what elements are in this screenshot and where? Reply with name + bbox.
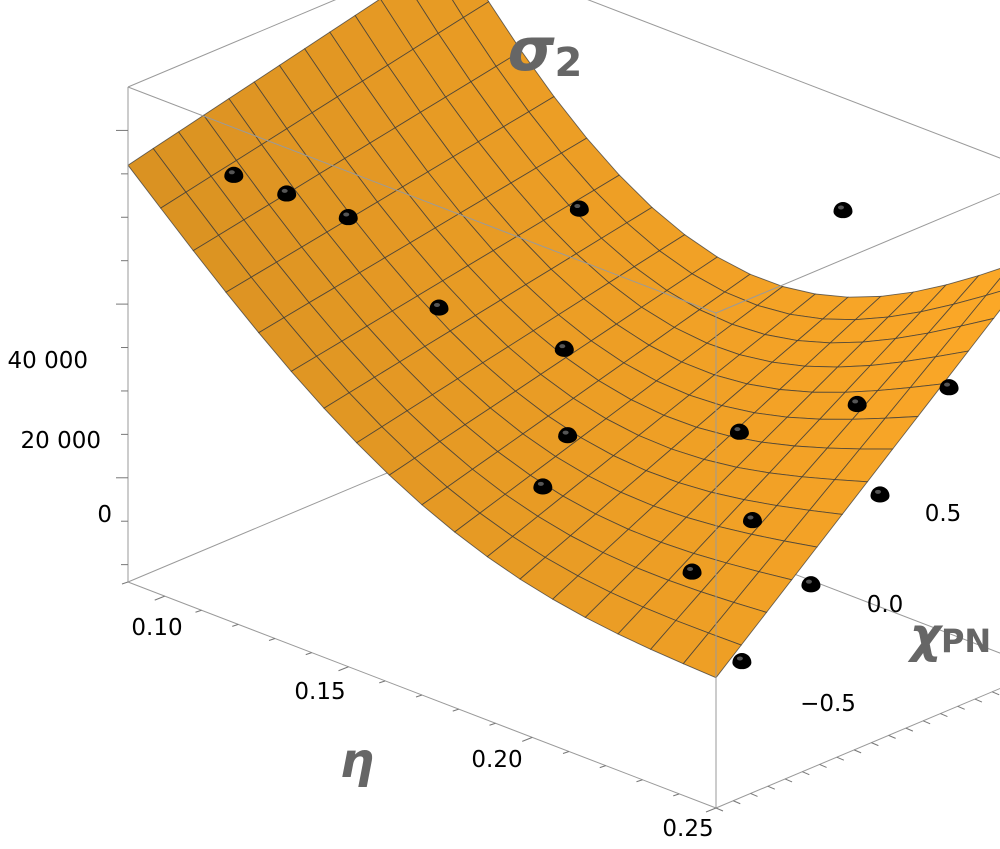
x-tick-label-0.20: 0.20: [471, 747, 522, 773]
y-tick: [784, 778, 793, 783]
data-point-10: [558, 427, 578, 444]
y-tick: [992, 691, 1000, 696]
data-point-highlight: [228, 170, 235, 175]
box-edge-back-1: [587, 0, 1000, 159]
data-point-13: [429, 299, 449, 316]
y-tick: [888, 734, 896, 739]
y-tick: [836, 756, 845, 761]
y-tick-label-0.5: 0.5: [925, 501, 962, 527]
data-point-14: [338, 209, 358, 226]
y-tick: [974, 698, 983, 703]
data-point-5: [682, 563, 702, 580]
x-tick: [195, 609, 202, 613]
x-tick: [562, 751, 570, 754]
data-point-highlight: [805, 579, 812, 584]
y-tick: [922, 720, 931, 725]
x-tick: [154, 595, 165, 601]
x-tick: [522, 736, 533, 742]
surface: [127, 0, 1000, 679]
data-point-highlight: [343, 212, 350, 217]
x-tick: [673, 793, 680, 797]
data-point-highlight: [747, 515, 754, 520]
data-point-3: [939, 379, 959, 396]
x-tick: [268, 638, 276, 641]
y-tick: [750, 793, 758, 797]
chart-title-symbol: σ: [508, 15, 555, 85]
x-tick: [379, 680, 386, 684]
box-edge-front-4: [715, 192, 1000, 314]
data-point-12: [569, 200, 589, 217]
y-tick: [940, 713, 948, 718]
data-point-11: [554, 340, 574, 357]
y-tick-label-0.0: 0.0: [867, 592, 904, 618]
data-point-highlight: [852, 399, 859, 404]
data-point-6: [742, 512, 762, 529]
x-tick: [599, 765, 606, 769]
data-point-highlight: [562, 430, 569, 435]
x-tick: [305, 652, 312, 656]
data-point-8: [729, 423, 749, 440]
chart-title: σ2: [508, 15, 583, 86]
data-point-1: [801, 576, 821, 593]
data-point-highlight: [734, 427, 741, 432]
data-point-highlight: [875, 489, 881, 494]
data-point-0: [732, 653, 752, 670]
x-tick-label-0.10: 0.10: [131, 615, 182, 641]
y-tick-label-neg0.5: −0.5: [800, 691, 856, 717]
x-tick: [121, 581, 129, 585]
y-tick: [871, 742, 879, 747]
chart-title-subscript: 2: [554, 40, 582, 86]
data-point-highlight: [837, 205, 844, 210]
x-tick-label-0.25: 0.25: [662, 816, 713, 842]
data-point-highlight: [736, 656, 743, 661]
data-point-9: [533, 478, 553, 495]
y-axis-label: χPN: [907, 608, 991, 664]
y-tick: [957, 705, 965, 710]
y-tick: [819, 763, 827, 768]
y-axis-label-subscript: PN: [941, 622, 991, 660]
data-point-2: [870, 486, 890, 503]
data-point-highlight: [537, 481, 544, 486]
z-tick-label-40000: 40 000: [8, 348, 88, 374]
y-tick: [802, 771, 810, 776]
data-point-highlight: [944, 382, 951, 387]
surface-patch: [682, 632, 742, 679]
box-edge-front-2: [715, 687, 1000, 809]
surface-patch: [984, 277, 1000, 297]
data-point-17: [833, 202, 853, 219]
data-point-highlight: [687, 566, 694, 571]
y-tick: [767, 785, 775, 790]
x-tick: [452, 708, 459, 712]
data-point-highlight: [559, 344, 566, 349]
y-tick: [715, 807, 724, 812]
data-point-highlight: [574, 204, 581, 209]
x-tick: [705, 807, 717, 813]
data-points: [224, 166, 959, 670]
data-point-7: [847, 395, 867, 413]
data-point-highlight: [281, 188, 288, 193]
z-tick-label-20000: 20 000: [21, 428, 101, 454]
data-point-15: [277, 185, 297, 202]
x-tick: [489, 722, 496, 726]
box-edge-back-2: [127, 0, 337, 88]
axis-ticks: [116, 129, 1000, 813]
x-tick: [232, 623, 239, 627]
y-axis-label-symbol: χ: [907, 608, 944, 664]
x-tick: [415, 694, 423, 698]
x-tick-label-0.15: 0.15: [294, 679, 345, 705]
y-tick: [853, 749, 862, 754]
y-tick: [905, 727, 914, 732]
x-tick: [338, 666, 349, 672]
y-tick: [733, 800, 741, 805]
x-axis-label: η: [340, 733, 374, 789]
data-point-16: [224, 166, 244, 183]
data-point-highlight: [434, 302, 440, 307]
box-edge-front-5: [127, 86, 717, 314]
z-tick-label-0: 0: [97, 502, 112, 528]
x-tick: [636, 779, 643, 783]
